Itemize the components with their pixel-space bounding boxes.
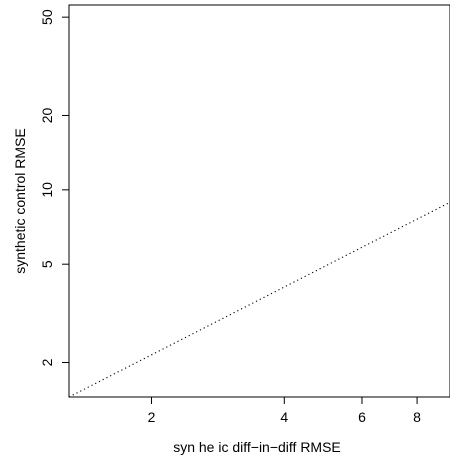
y-tick-label: 5 xyxy=(39,260,55,268)
x-tick-label: 2 xyxy=(148,409,156,425)
y-axis: 2 5 10 20 50 xyxy=(39,9,69,366)
series-layer xyxy=(68,201,450,398)
x-tick-label: 6 xyxy=(358,409,366,425)
y-axis-label: synthetic control RMSE xyxy=(12,128,28,274)
y-tick-label: 20 xyxy=(39,107,55,123)
x-axis: 2 4 6 8 xyxy=(148,397,421,425)
y-tick-label: 50 xyxy=(39,9,55,25)
plot-frame xyxy=(68,4,450,398)
y-tick-label: 2 xyxy=(39,358,55,366)
x-axis-label: syn he ic diff−in−diff RMSE xyxy=(173,439,341,455)
y-tick-label: 10 xyxy=(39,182,55,198)
series-line xyxy=(68,201,450,398)
x-tick-label: 8 xyxy=(413,409,421,425)
x-tick-label: 4 xyxy=(280,409,288,425)
